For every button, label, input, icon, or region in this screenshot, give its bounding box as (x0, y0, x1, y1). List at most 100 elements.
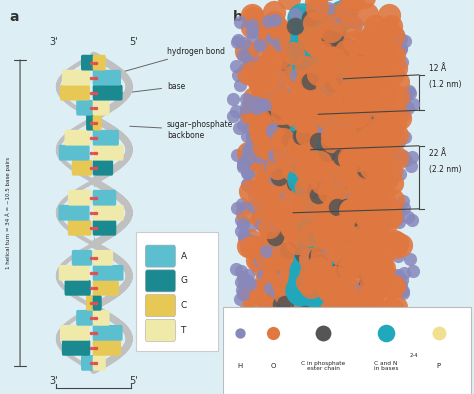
Point (273, 76, 281, 82)
Point (248, 28, 255, 34)
Point (327, 28, 335, 34)
Point (263, 78, 270, 85)
Point (300, 153, 307, 159)
Point (283, 154, 291, 160)
Point (329, 12, 337, 19)
Point (364, 156, 372, 162)
Point (341, 197, 349, 203)
FancyBboxPatch shape (93, 130, 119, 146)
Point (329, 65, 337, 71)
Point (303, 265, 311, 271)
Point (307, 269, 315, 275)
Point (366, 168, 374, 175)
Point (275, 41, 283, 47)
Point (307, 158, 315, 164)
Point (357, 64, 365, 70)
Point (370, 112, 378, 119)
Point (357, 172, 365, 178)
FancyBboxPatch shape (93, 310, 109, 326)
Point (315, 163, 322, 169)
Text: b: b (233, 10, 243, 24)
Point (247, 145, 255, 151)
Point (382, 330, 390, 336)
Point (260, 43, 267, 50)
Point (357, 76, 365, 82)
Point (356, 196, 363, 202)
Point (267, 143, 274, 150)
Point (302, 157, 310, 164)
Point (342, 91, 350, 97)
Point (332, 102, 340, 108)
Point (361, 166, 369, 172)
Point (333, 298, 340, 305)
Point (392, 65, 400, 71)
Point (380, 111, 388, 117)
Point (265, 164, 273, 170)
Point (315, 43, 322, 50)
Point (314, 289, 321, 295)
Point (328, 17, 336, 24)
Point (248, 24, 255, 30)
Point (312, 76, 319, 82)
Point (393, 100, 401, 107)
Point (276, 55, 283, 61)
Point (286, 136, 293, 142)
Point (329, 48, 337, 54)
Point (379, 86, 387, 93)
FancyBboxPatch shape (93, 190, 116, 206)
Point (254, 257, 261, 263)
Point (378, 68, 386, 74)
Point (232, 63, 239, 69)
Point (298, 310, 305, 317)
Point (295, 143, 302, 149)
Text: 3': 3' (49, 376, 58, 386)
Point (297, 46, 305, 53)
Point (351, 297, 359, 303)
Point (345, 234, 353, 240)
Point (397, 36, 404, 43)
Point (270, 208, 278, 214)
Point (328, 212, 336, 218)
Point (243, 133, 251, 139)
Point (329, 168, 337, 175)
Point (309, 206, 317, 212)
Point (326, 31, 333, 37)
Text: (1.2 nm): (1.2 nm) (429, 80, 461, 89)
Point (253, 100, 260, 106)
Point (264, 87, 271, 93)
Point (239, 121, 246, 128)
Point (385, 76, 393, 82)
Point (363, 106, 370, 112)
Point (255, 79, 263, 85)
Point (327, 130, 335, 136)
Point (296, 93, 304, 100)
Point (246, 236, 254, 243)
Point (307, 139, 315, 145)
Point (383, 139, 391, 145)
Point (304, 140, 312, 146)
Point (294, 62, 302, 69)
Point (317, 259, 324, 266)
Point (392, 203, 400, 209)
Point (349, 105, 356, 111)
Point (270, 110, 278, 116)
Point (307, 292, 314, 298)
Point (292, 72, 300, 78)
Point (262, 252, 269, 258)
Point (313, 148, 320, 154)
Point (353, 137, 361, 143)
Point (319, 249, 327, 256)
Point (269, 44, 276, 50)
Point (264, 268, 272, 275)
Point (258, 101, 266, 108)
Point (351, 284, 358, 290)
Point (330, 246, 338, 253)
Point (305, 36, 312, 43)
Point (400, 112, 408, 118)
Point (282, 301, 289, 307)
Point (262, 248, 270, 254)
Point (289, 72, 297, 79)
Point (377, 320, 384, 326)
Point (313, 99, 321, 106)
Point (396, 121, 403, 128)
